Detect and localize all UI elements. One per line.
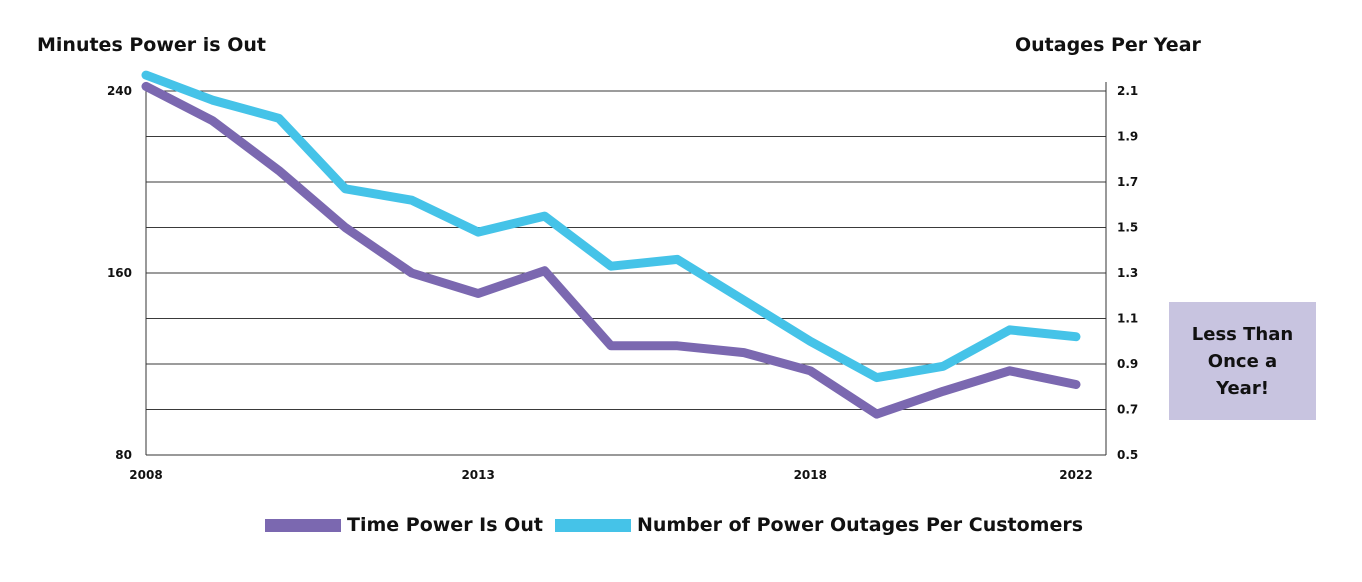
left-axis-title: Minutes Power is Out: [37, 34, 266, 56]
right-tick-label: 0.7: [1117, 403, 1138, 417]
right-tick-label: 0.5: [1117, 448, 1138, 462]
x-tick-label: 2022: [1059, 468, 1092, 482]
right-tick-label: 2.1: [1117, 84, 1138, 98]
x-tick-label: 2018: [794, 468, 827, 482]
legend-swatch-cyan: [554, 518, 631, 532]
legend-item-time-power-out: Time Power Is Out: [265, 514, 543, 536]
legend-label: Time Power Is Out: [347, 514, 543, 536]
legend-label: Number of Power Outages Per Customers: [636, 514, 1084, 536]
legend: Time Power Is Out Number of Power Outage…: [265, 514, 1095, 536]
right-tick-label: 1.7: [1117, 175, 1138, 189]
x-tick-label: 2013: [461, 468, 494, 482]
right-tick-label: 0.9: [1117, 357, 1138, 371]
annotation-callout: Less Than Once a Year!: [1169, 302, 1316, 420]
left-tick-label: 160: [107, 266, 132, 280]
right-tick-label: 1.5: [1117, 221, 1138, 235]
series-line-outages-per-customer: [141, 70, 1081, 383]
right-tick-label: 1.1: [1117, 312, 1138, 326]
right-tick-label: 1.3: [1117, 266, 1138, 280]
gridlines: [146, 90, 1106, 456]
right-axis-title: Outages Per Year: [1015, 34, 1201, 56]
legend-swatch-purple: [265, 518, 341, 532]
left-tick-label: 80: [115, 448, 132, 462]
tick-labels: 240 160 80 2.1 1.9 1.7 1.5 1.3 1.1 0.9 0.7 0.5 2008 2…: [107, 84, 1138, 482]
right-tick-label: 1.9: [1117, 130, 1138, 144]
legend-item-outages-per-customer: Number of Power Outages Per Customers: [554, 514, 1084, 536]
series-line-time-power-out: [141, 81, 1081, 419]
x-tick-label: 2008: [129, 468, 162, 482]
left-tick-label: 240: [107, 84, 132, 98]
series-lines: [141, 70, 1081, 419]
axes: [145, 82, 1107, 456]
annotation-text: Less Than Once a Year!: [1191, 323, 1294, 399]
